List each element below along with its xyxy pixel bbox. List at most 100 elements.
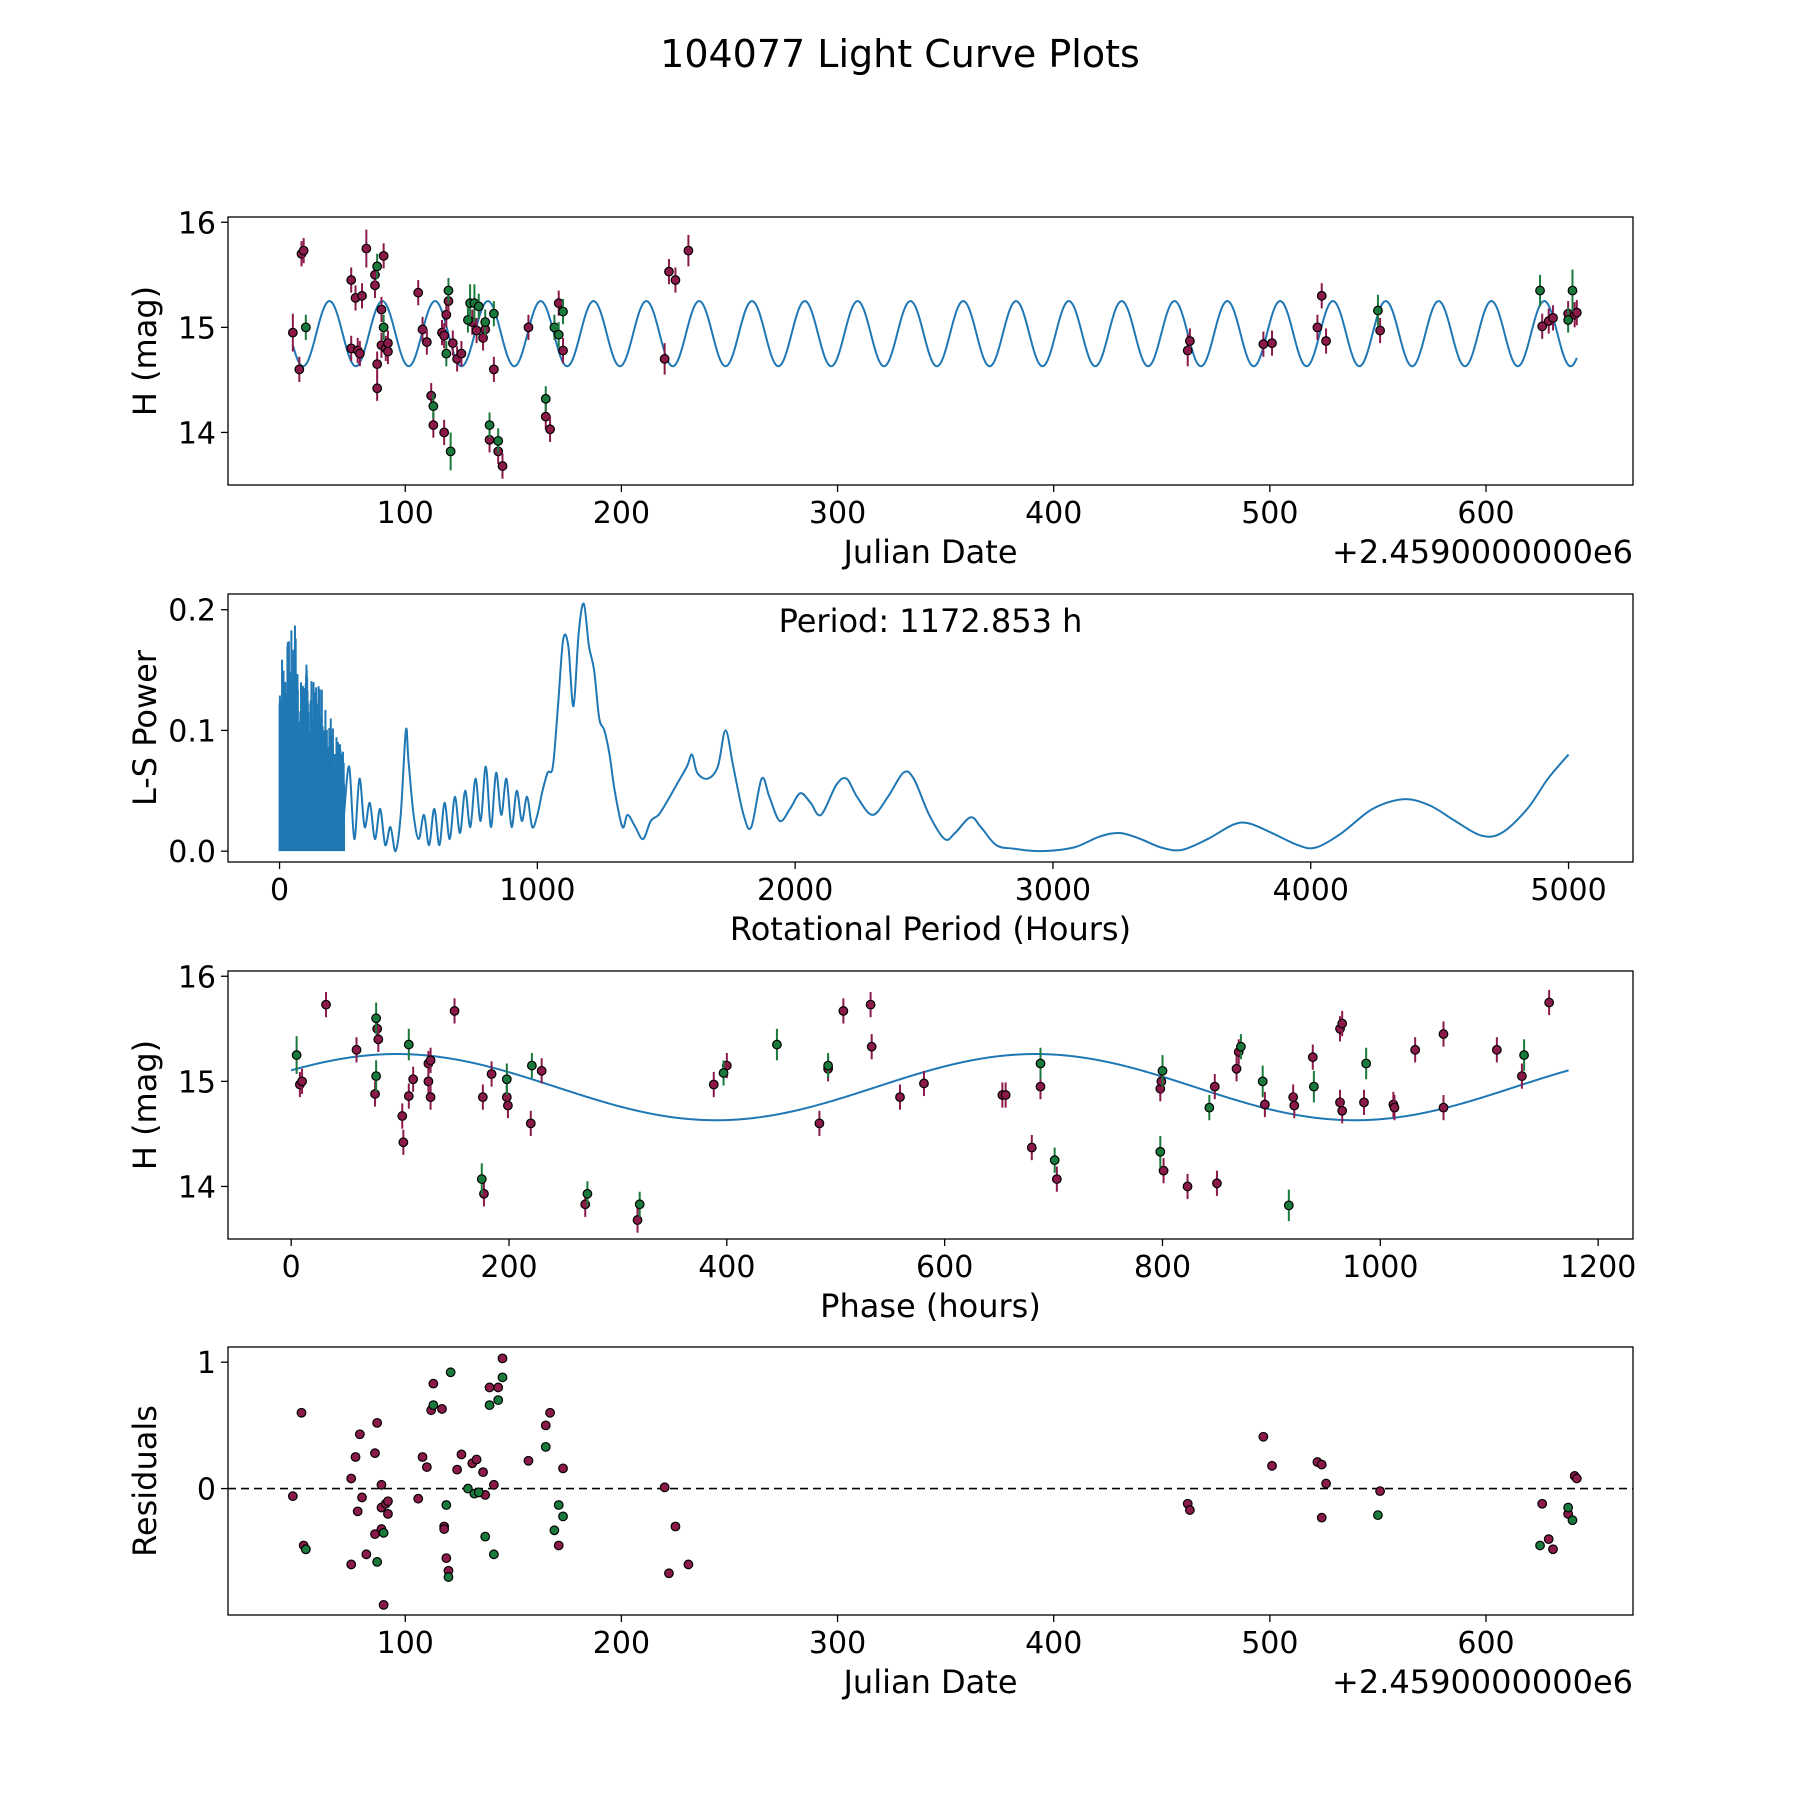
y-axis-label: H (mag) [126, 286, 164, 416]
y-tick-label: 14 [178, 416, 216, 451]
data-point [1026, 1142, 1037, 1153]
residual-point [421, 1462, 432, 1472]
data-point [298, 245, 309, 256]
y-tick-label: 0.0 [168, 835, 216, 870]
y-tick-label: 14 [178, 1170, 216, 1205]
residual-point [664, 1568, 674, 1579]
data-point [300, 322, 311, 333]
data-point [413, 287, 424, 298]
y-tick-label: 0 [197, 1473, 216, 1508]
residual-point [1258, 1431, 1269, 1442]
y-tick-label: 0.2 [168, 594, 216, 629]
data-point [1035, 1081, 1046, 1092]
data-point [525, 1118, 536, 1129]
residual-point [493, 1395, 504, 1405]
data-point [403, 1091, 414, 1101]
data-point [403, 1039, 414, 1050]
residual-point [443, 1572, 454, 1582]
residual-point [1373, 1510, 1383, 1521]
data-point [287, 327, 298, 338]
residual-point [523, 1455, 534, 1466]
x-offset-label: +2.4590000000e6 [1332, 533, 1633, 571]
residual-point [428, 1378, 439, 1389]
data-point [473, 301, 484, 312]
data-point [372, 359, 383, 370]
residual-point [1321, 1478, 1331, 1489]
y-tick-label: 16 [178, 206, 216, 241]
x-axis-label: Rotational Period (Hours) [730, 910, 1131, 948]
residual-point [378, 1527, 389, 1538]
data-point [1158, 1165, 1169, 1176]
data-point [540, 393, 551, 404]
residual-point [354, 1429, 365, 1440]
data-point [423, 1076, 434, 1087]
data-point [456, 348, 467, 359]
data-point [1209, 1081, 1220, 1092]
data-point [1182, 1181, 1193, 1192]
data-point [659, 353, 670, 364]
residual-point [346, 1559, 357, 1570]
data-point [582, 1188, 593, 1199]
data-point [1157, 1065, 1168, 1076]
data-point [1236, 1041, 1246, 1052]
residual-point [350, 1452, 361, 1462]
data-point [425, 1092, 436, 1103]
data-point [372, 261, 383, 272]
y-tick-label: 16 [178, 960, 216, 995]
data-point [408, 1074, 419, 1085]
data-point [1283, 1200, 1294, 1211]
data-point [1389, 1102, 1400, 1113]
residual-point [473, 1487, 484, 1498]
data-point [683, 245, 694, 256]
residual-point [452, 1464, 463, 1475]
x-tick-label: 5000 [1530, 873, 1606, 908]
data-point [1337, 1105, 1348, 1116]
data-point [371, 1013, 382, 1024]
data-point [371, 1071, 382, 1081]
x-tick-label: 200 [480, 1250, 537, 1285]
residual-point [352, 1506, 363, 1517]
residual-point [683, 1559, 694, 1570]
data-point [1361, 1058, 1372, 1069]
data-point [291, 1050, 302, 1060]
residual-point [478, 1467, 488, 1478]
figure-title: 104077 Light Curve Plots [660, 32, 1140, 76]
residual-point [456, 1449, 467, 1460]
data-point [397, 1111, 408, 1121]
residual-point [287, 1491, 298, 1502]
data-point [545, 424, 555, 435]
data-point [1267, 338, 1277, 349]
data-point [370, 1089, 380, 1099]
data-point [823, 1060, 834, 1071]
y-axis-label: H (mag) [126, 1040, 164, 1170]
x-offset-label: +2.4590000000e6 [1332, 1663, 1633, 1701]
data-point [814, 1118, 825, 1129]
y-tick-label: 15 [178, 1065, 216, 1100]
data-point [447, 338, 458, 349]
plot-frame [227, 593, 1634, 863]
residual-point [558, 1511, 568, 1522]
x-tick-label: 1000 [1342, 1250, 1418, 1285]
x-axis-label: Phase (hours) [820, 1287, 1041, 1325]
data-point [477, 1092, 488, 1103]
data-point [1312, 322, 1323, 333]
data-point [838, 1006, 849, 1016]
data-point [445, 446, 456, 457]
residual-point [493, 1382, 504, 1393]
residual-point [1537, 1498, 1548, 1509]
data-point [1156, 1076, 1167, 1087]
residual-point [484, 1382, 495, 1393]
data-point [1373, 305, 1383, 316]
residual-point [540, 1420, 551, 1431]
residual-point [1184, 1505, 1195, 1515]
x-tick-label: 200 [593, 1626, 650, 1661]
data-point [1257, 1076, 1268, 1087]
residual-point [553, 1540, 564, 1551]
residual-point [1535, 1540, 1545, 1551]
data-point [497, 461, 508, 471]
data-point [772, 1039, 782, 1050]
plot-frame [227, 216, 1634, 486]
data-point [439, 330, 450, 341]
data-point [708, 1079, 719, 1090]
x-tick-label: 1000 [499, 873, 575, 908]
